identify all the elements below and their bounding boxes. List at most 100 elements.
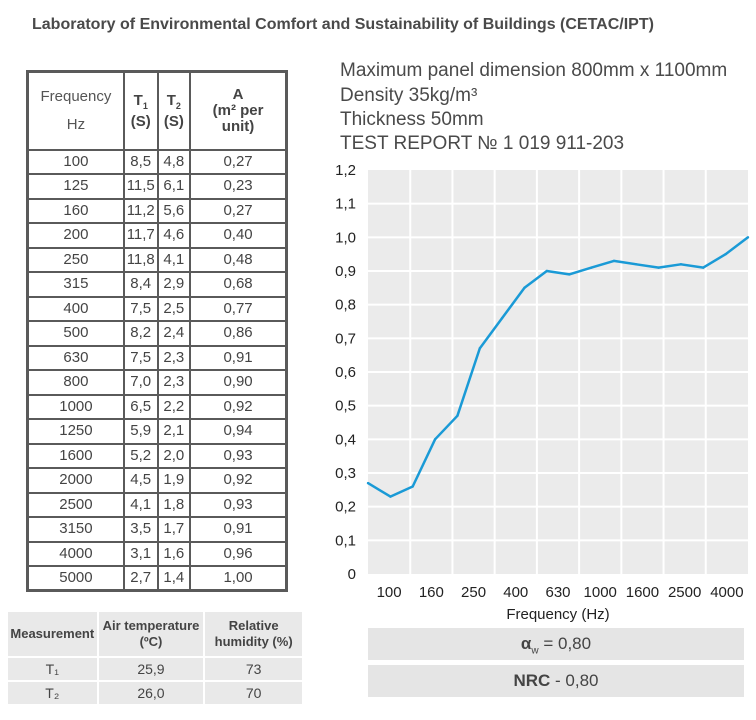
frequency-header-label: Frequency xyxy=(40,87,112,105)
data-point xyxy=(724,252,727,256)
density-text: Density 35kg/m³ xyxy=(340,85,478,106)
data-point xyxy=(545,269,549,273)
table-row: 3150 3,5 1,7 0,91 xyxy=(26,516,288,543)
absorption-header-unit-1: (m² per xyxy=(212,101,264,119)
absorption-cell: 0,92 xyxy=(189,393,288,420)
data-point xyxy=(456,414,459,417)
frequency-cell: 4000 xyxy=(26,540,125,567)
t2-header: T2 (S) xyxy=(156,70,192,151)
table-row: 250 11,8 4,1 0,48 xyxy=(26,246,288,273)
t1-cell: 7,5 xyxy=(122,344,159,371)
t1-cell: 4,1 xyxy=(122,491,159,518)
y-tick-label: 0,8 xyxy=(335,297,356,314)
y-tick-label: 0,4 xyxy=(335,431,356,448)
t1-cell: 8,5 xyxy=(122,148,159,175)
t2-cell: 1,9 xyxy=(156,467,192,494)
t1-cell: 11,8 xyxy=(122,246,159,273)
y-tick-label: 1,0 xyxy=(335,229,356,246)
alpha-w-sub: w xyxy=(531,645,539,657)
t2-cell: 1,7 xyxy=(156,516,192,543)
t1-cell: 7,0 xyxy=(122,369,159,396)
absorption-cell: 0,48 xyxy=(189,246,288,273)
data-point xyxy=(590,266,593,269)
data-point xyxy=(523,286,526,290)
t2-header-letter: T xyxy=(166,91,176,109)
table-row: 4000 3,1 1,6 0,96 xyxy=(26,540,288,567)
data-point xyxy=(366,481,370,485)
relative-humidity-value: 70 xyxy=(205,682,302,704)
absorption-cell: 0,68 xyxy=(189,271,288,298)
t2-cell: 4,8 xyxy=(156,148,192,175)
t1-header-unit: (S) xyxy=(130,112,151,130)
thickness-text: Thickness 50mm xyxy=(340,109,484,130)
y-tick-label: 0,5 xyxy=(335,398,356,415)
table-row: 315 8,4 2,9 0,68 xyxy=(26,271,288,298)
x-tick-label: 100 xyxy=(377,584,402,601)
data-point xyxy=(411,485,414,488)
measurement-row: T₁ 25,9 73 xyxy=(8,658,302,680)
y-tick-label: 0,3 xyxy=(335,465,356,482)
absorption-cell: 0,27 xyxy=(189,148,288,175)
t2-cell: 5,6 xyxy=(156,197,192,224)
x-tick-label: 250 xyxy=(461,584,486,601)
y-tick-label: 0,2 xyxy=(335,499,356,516)
x-tick-label: 1600 xyxy=(626,584,659,601)
table-row: 1600 5,2 2,0 0,93 xyxy=(26,442,288,469)
alpha-w-symbol: α xyxy=(520,634,532,653)
t2-cell: 2,1 xyxy=(156,418,192,445)
frequency-cell: 315 xyxy=(26,271,125,298)
page-title: Laboratory of Environmental Comfort and … xyxy=(32,16,654,33)
absorption-cell: 0,23 xyxy=(189,173,288,200)
y-tick-label: 0,7 xyxy=(335,330,356,347)
t2-cell: 2,4 xyxy=(156,320,192,347)
t1-cell: 7,5 xyxy=(122,295,159,322)
y-tick-label: 0,1 xyxy=(335,532,356,549)
y-tick-label: 0 xyxy=(348,566,356,583)
y-tick-label: 0,9 xyxy=(335,263,356,280)
measurement-table: Measurement Air temperature (ºC) Relativ… xyxy=(6,610,304,706)
air-temperature-value: 25,9 xyxy=(98,658,204,680)
t2-cell: 4,6 xyxy=(156,222,192,249)
alpha-w-result: αw = 0,80 xyxy=(368,628,744,660)
t2-cell: 2,0 xyxy=(156,442,192,469)
t2-cell: 2,3 xyxy=(156,344,192,371)
table-row: 5000 2,7 1,4 1,00 xyxy=(26,565,288,592)
panel-dimension-text: Maximum panel dimension 800mm x 1100mm xyxy=(340,60,728,81)
absorption-cell: 0,77 xyxy=(189,295,288,322)
t1-cell: 6,5 xyxy=(122,393,159,420)
t1-cell: 11,5 xyxy=(122,173,159,200)
t2-cell: 2,2 xyxy=(156,393,192,420)
table-row: 2000 4,5 1,9 0,92 xyxy=(26,467,288,494)
nrc-value: - 0,80 xyxy=(550,671,599,690)
t2-cell: 6,1 xyxy=(156,173,192,200)
measurement-row: T₂ 26,0 70 xyxy=(8,682,302,704)
t1-cell: 4,5 xyxy=(122,467,159,494)
x-tick-label: 1000 xyxy=(584,584,617,601)
t1-cell: 2,7 xyxy=(122,565,159,592)
frequency-cell: 5000 xyxy=(26,565,125,592)
data-point xyxy=(389,495,392,498)
absorption-cell: 0,27 xyxy=(189,197,288,224)
y-tick-label: 1,2 xyxy=(335,162,356,179)
table-row: 100 8,5 4,8 0,27 xyxy=(26,148,288,175)
absorption-header-letter: A xyxy=(232,85,244,103)
data-point xyxy=(612,259,616,263)
table-row: 500 8,2 2,4 0,86 xyxy=(26,320,288,347)
frequency-cell: 125 xyxy=(26,173,125,200)
frequency-cell: 1600 xyxy=(26,442,125,469)
absorption-chart: 0 0,1 0,2 0,3 0,4 0,5 0,6 0,7 0,8 0,9 1,0 1,1 1,2 100… xyxy=(335,162,750,623)
t1-cell: 3,1 xyxy=(122,540,159,567)
measurement-header-row: Measurement Air temperature (ºC) Relativ… xyxy=(8,612,302,656)
t1-cell: 5,9 xyxy=(122,418,159,445)
t1-cell: 8,4 xyxy=(122,271,159,298)
nrc-result: NRC - 0,80 xyxy=(368,665,744,697)
absorption-cell: 0,90 xyxy=(189,369,288,396)
data-point xyxy=(567,273,571,276)
data-point xyxy=(679,263,683,266)
frequency-cell: 160 xyxy=(26,197,125,224)
frequency-cell: 100 xyxy=(26,148,125,175)
data-point xyxy=(500,316,504,320)
absorption-cell: 0,91 xyxy=(189,516,288,543)
absorption-cell: 0,93 xyxy=(189,491,288,518)
data-point xyxy=(746,236,750,239)
